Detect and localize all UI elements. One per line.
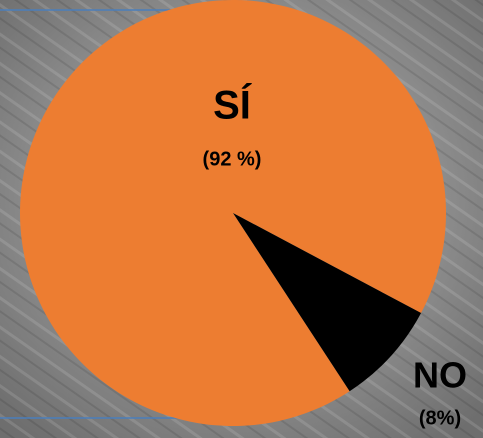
chart: SÍ (92 %) NO (8%) <box>0 0 483 438</box>
pie <box>20 0 446 426</box>
page: SÍ(92 %)NO(8%) (() => { const data = JSO… <box>0 0 483 438</box>
value-label: (8%) <box>419 407 461 429</box>
slice-label: SÍ <box>213 83 252 128</box>
value-label: (92 %) <box>203 148 262 170</box>
slice-label: NO <box>413 355 467 396</box>
